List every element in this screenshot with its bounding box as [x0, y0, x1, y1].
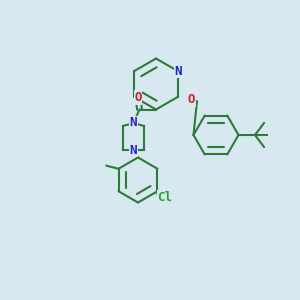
Text: N: N [130, 116, 137, 130]
Text: O: O [134, 91, 142, 104]
Text: Cl: Cl [158, 191, 172, 204]
Text: N: N [130, 143, 137, 157]
Text: N: N [174, 65, 182, 78]
Text: O: O [188, 93, 195, 106]
